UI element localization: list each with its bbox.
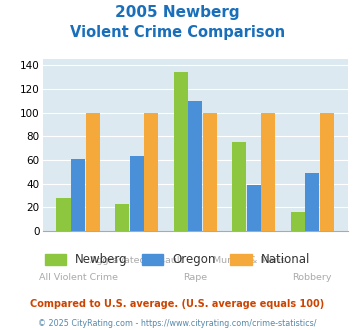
Bar xyxy=(232,142,246,231)
Bar xyxy=(71,159,85,231)
Text: Robbery: Robbery xyxy=(293,273,332,282)
Bar xyxy=(247,185,261,231)
Bar xyxy=(291,212,305,231)
Text: Murder & Mans...: Murder & Mans... xyxy=(213,256,294,265)
Bar xyxy=(203,113,217,231)
Text: Rape: Rape xyxy=(183,273,207,282)
Legend: Newberg, Oregon, National: Newberg, Oregon, National xyxy=(45,253,310,266)
Text: © 2025 CityRating.com - https://www.cityrating.com/crime-statistics/: © 2025 CityRating.com - https://www.city… xyxy=(38,319,317,328)
Text: Compared to U.S. average. (U.S. average equals 100): Compared to U.S. average. (U.S. average … xyxy=(31,299,324,309)
Text: Violent Crime Comparison: Violent Crime Comparison xyxy=(70,25,285,40)
Bar xyxy=(305,173,320,231)
Bar xyxy=(56,198,71,231)
Bar xyxy=(174,72,188,231)
Bar xyxy=(130,156,144,231)
Text: All Violent Crime: All Violent Crime xyxy=(39,273,118,282)
Bar xyxy=(261,113,275,231)
Text: 2005 Newberg: 2005 Newberg xyxy=(115,5,240,20)
Text: Aggravated Assault: Aggravated Assault xyxy=(90,256,183,265)
Bar xyxy=(320,113,334,231)
Bar xyxy=(86,113,100,231)
Bar xyxy=(115,204,129,231)
Bar xyxy=(144,113,158,231)
Bar xyxy=(188,101,202,231)
